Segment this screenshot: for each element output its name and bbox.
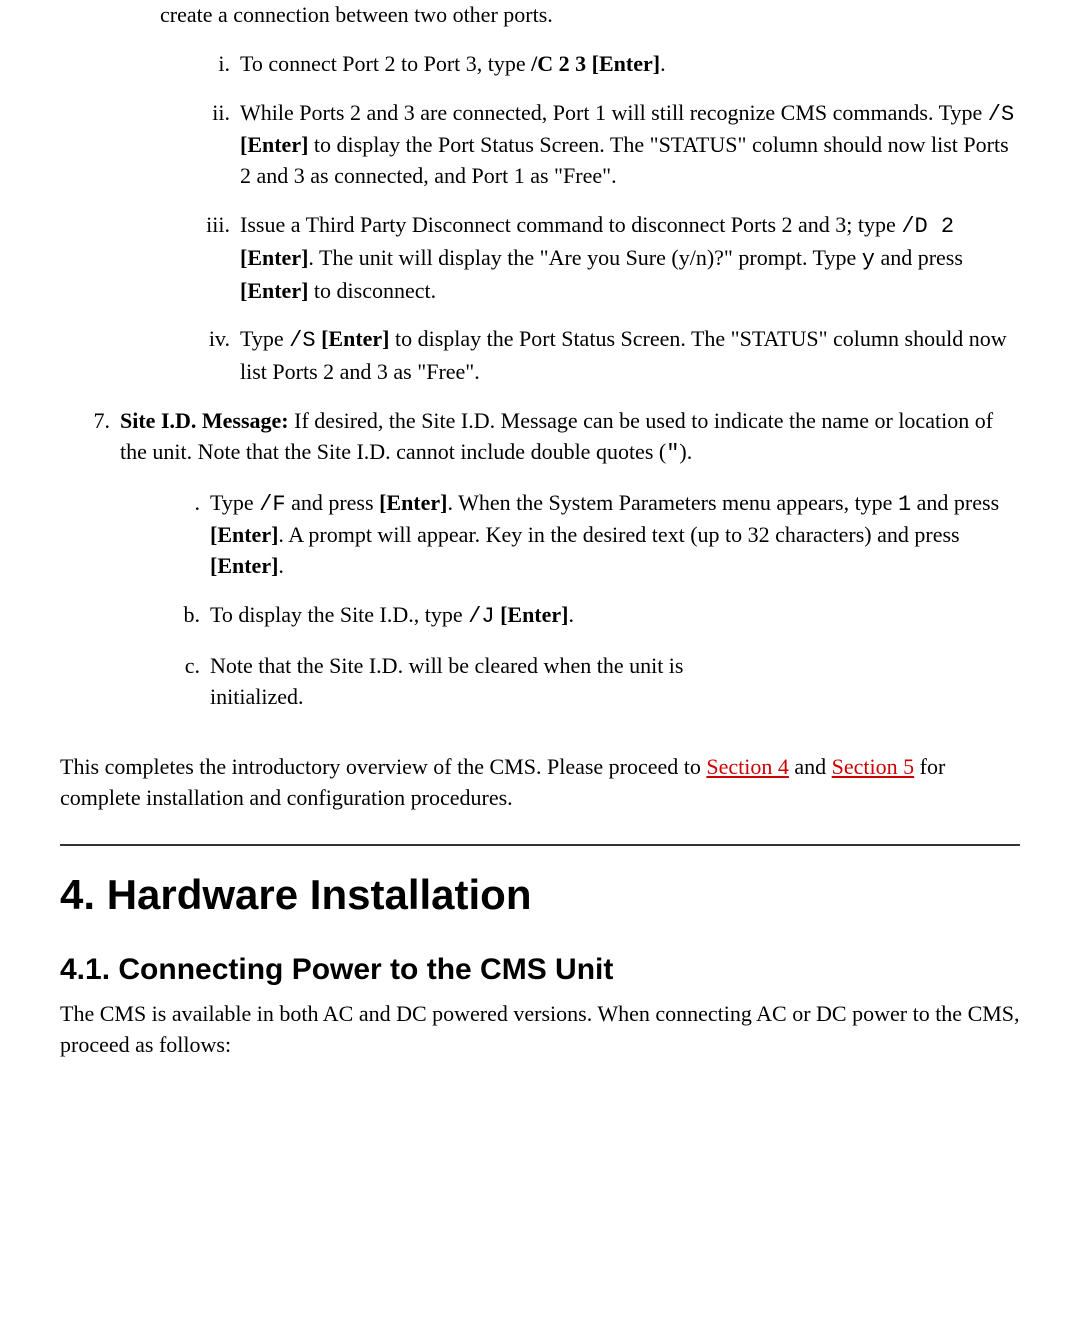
text: and <box>789 754 832 779</box>
body-iv: Type /S [Enter] to display the Port Stat… <box>240 324 1020 388</box>
bold: [Enter] <box>240 278 308 303</box>
body-a: Type /F and press [Enter]. When the Syst… <box>210 488 1020 582</box>
marker-i: i. <box>200 49 240 80</box>
alpha-list: . Type /F and press [Enter]. When the Sy… <box>160 488 1020 713</box>
bold: [Enter] <box>210 553 278 578</box>
text: To connect Port 2 to Port 3, type <box>240 51 531 76</box>
text: . The unit will display the "Are you Sur… <box>308 245 861 270</box>
link-section-5[interactable]: Section 5 <box>832 754 915 779</box>
marker-iv: iv. <box>200 324 240 388</box>
marker-iii: iii. <box>200 210 240 306</box>
marker-a: . <box>160 488 210 582</box>
text: To display the Site I.D., type <box>210 602 468 627</box>
list-item-ii: ii. While Ports 2 and 3 are connected, P… <box>200 98 1020 192</box>
section-heading: 4. Hardware Installation <box>60 866 1020 925</box>
code: /S <box>289 328 315 353</box>
text: . When the System Parameters menu appear… <box>447 490 897 515</box>
text: . <box>278 553 284 578</box>
bold: Site I.D. Message: <box>120 408 289 433</box>
body-i: To connect Port 2 to Port 3, type /C 2 3… <box>240 49 1020 80</box>
code: /F <box>259 492 285 517</box>
text: Note that the Site I.D. will be cleared … <box>210 653 683 709</box>
body-b: To display the Site I.D., type /J [Enter… <box>210 600 1020 633</box>
text: . <box>660 51 666 76</box>
marker-ii: ii. <box>200 98 240 192</box>
bold: [Enter] <box>210 522 278 547</box>
text: . A prompt will appear. Key in the desir… <box>278 522 959 547</box>
text: Type <box>210 490 259 515</box>
bold: [Enter] <box>316 326 390 351</box>
code: " <box>666 441 679 466</box>
list-item-iii: iii. Issue a Third Party Disconnect comm… <box>200 210 1020 306</box>
text: to display the Port Status Screen. The "… <box>240 132 1009 188</box>
closing-paragraph: This completes the introductory overview… <box>60 752 1020 814</box>
text: to disconnect. <box>308 278 436 303</box>
code: y <box>862 247 875 272</box>
document-page: create a connection between two other po… <box>0 0 1080 1118</box>
code: /D 2 <box>901 214 954 239</box>
text: While Ports 2 and 3 are connected, Port … <box>240 100 988 125</box>
bold: [Enter] <box>240 245 308 270</box>
text: ). <box>679 439 692 464</box>
list-item-iv: iv. Type /S [Enter] to display the Port … <box>200 324 1020 388</box>
bold: [Enter] <box>240 132 308 157</box>
list-item-i: i. To connect Port 2 to Port 3, type /C … <box>200 49 1020 80</box>
list-item-b: b. To display the Site I.D., type /J [En… <box>160 600 1020 633</box>
section-divider <box>60 844 1020 846</box>
list-item-c: c. Note that the Site I.D. will be clear… <box>160 651 1020 713</box>
text: and press <box>286 490 379 515</box>
lead-in-text: create a connection between two other po… <box>160 0 1020 31</box>
code: /J <box>468 604 494 629</box>
final-paragraph: The CMS is available in both AC and DC p… <box>60 999 1020 1061</box>
text: and press <box>911 490 999 515</box>
body-ii: While Ports 2 and 3 are connected, Port … <box>240 98 1020 192</box>
body-c: Note that the Site I.D. will be cleared … <box>210 651 730 713</box>
link-section-4[interactable]: Section 4 <box>706 754 789 779</box>
marker-7: 7. <box>80 406 120 470</box>
bold: [Enter] <box>379 490 447 515</box>
list-item-7: 7. Site I.D. Message: If desired, the Si… <box>80 406 1020 470</box>
bold: [Enter] <box>495 602 569 627</box>
text: and press <box>875 245 963 270</box>
text: Issue a Third Party Disconnect command t… <box>240 212 901 237</box>
list-item-a: . Type /F and press [Enter]. When the Sy… <box>160 488 1020 582</box>
text: Type <box>240 326 289 351</box>
bold: /C 2 3 [Enter] <box>531 51 660 76</box>
code: 1 <box>898 492 911 517</box>
subsection-heading: 4.1. Connecting Power to the CMS Unit <box>60 949 1020 991</box>
body-iii: Issue a Third Party Disconnect command t… <box>240 210 1020 306</box>
marker-c: c. <box>160 651 210 713</box>
text: . <box>568 602 574 627</box>
roman-list: i. To connect Port 2 to Port 3, type /C … <box>200 49 1020 388</box>
code: /S <box>988 102 1014 127</box>
marker-b: b. <box>160 600 210 633</box>
text: This completes the introductory overview… <box>60 754 706 779</box>
body-7: Site I.D. Message: If desired, the Site … <box>120 406 1020 470</box>
